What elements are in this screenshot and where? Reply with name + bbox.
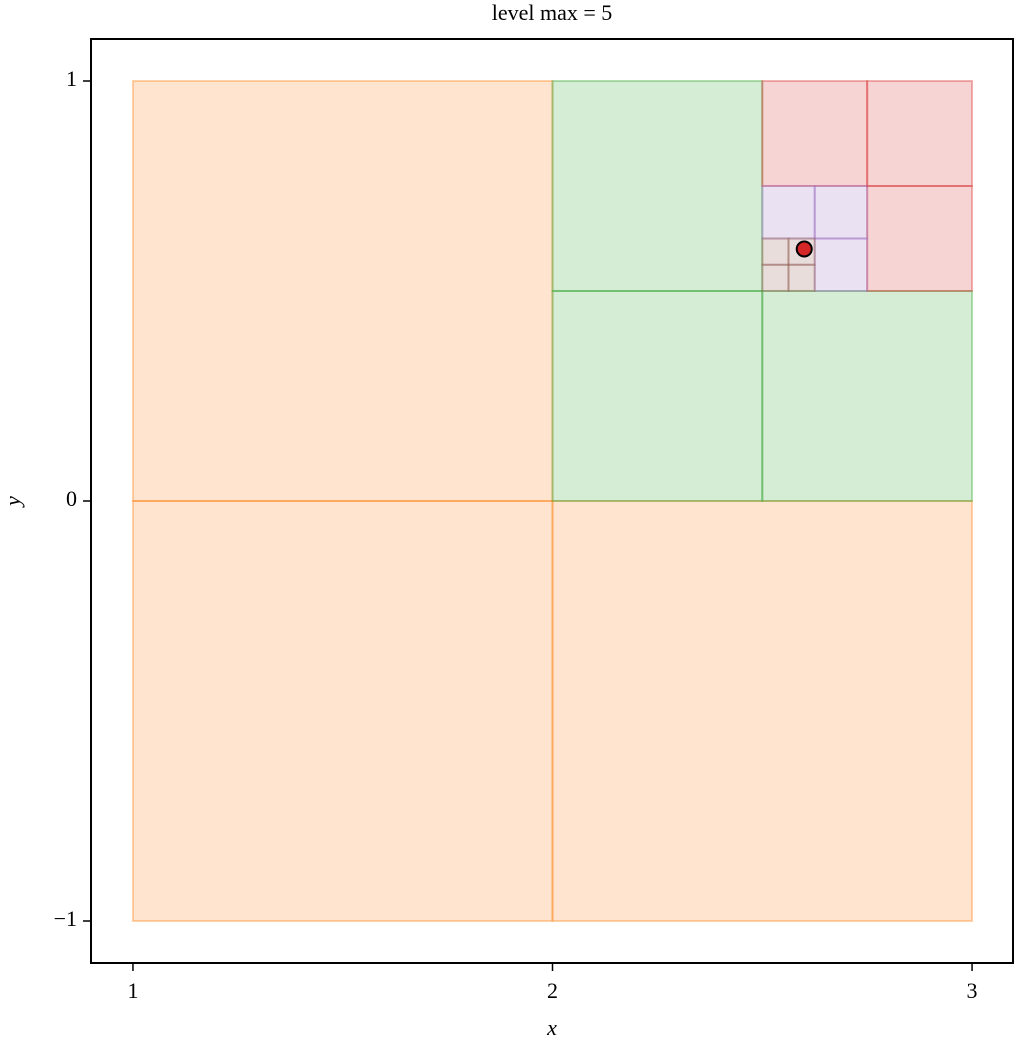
y-tick-label: 0 (66, 486, 77, 511)
x-tick-label: 2 (547, 978, 558, 1003)
x-axis-label: x (546, 1015, 557, 1040)
point (795, 240, 813, 258)
cell (761, 290, 974, 502)
cell (761, 80, 869, 187)
cell (813, 237, 869, 292)
cell (551, 80, 764, 292)
y-axis-label: y (0, 496, 25, 508)
cell (866, 80, 974, 187)
cell (787, 263, 816, 292)
x-tick-label: 1 (127, 978, 138, 1003)
cell (131, 500, 554, 922)
cell (551, 500, 974, 922)
y-tick-label: 1 (66, 66, 77, 91)
cell (761, 185, 816, 240)
cell (761, 237, 790, 266)
y-tick-label: −1 (54, 906, 77, 931)
cell (551, 290, 764, 502)
cell (761, 263, 790, 292)
x-tick-label: 3 (967, 978, 978, 1003)
cell (866, 185, 974, 292)
chart-title: level max = 5 (492, 0, 613, 25)
cell (813, 185, 869, 240)
cell (131, 80, 554, 502)
